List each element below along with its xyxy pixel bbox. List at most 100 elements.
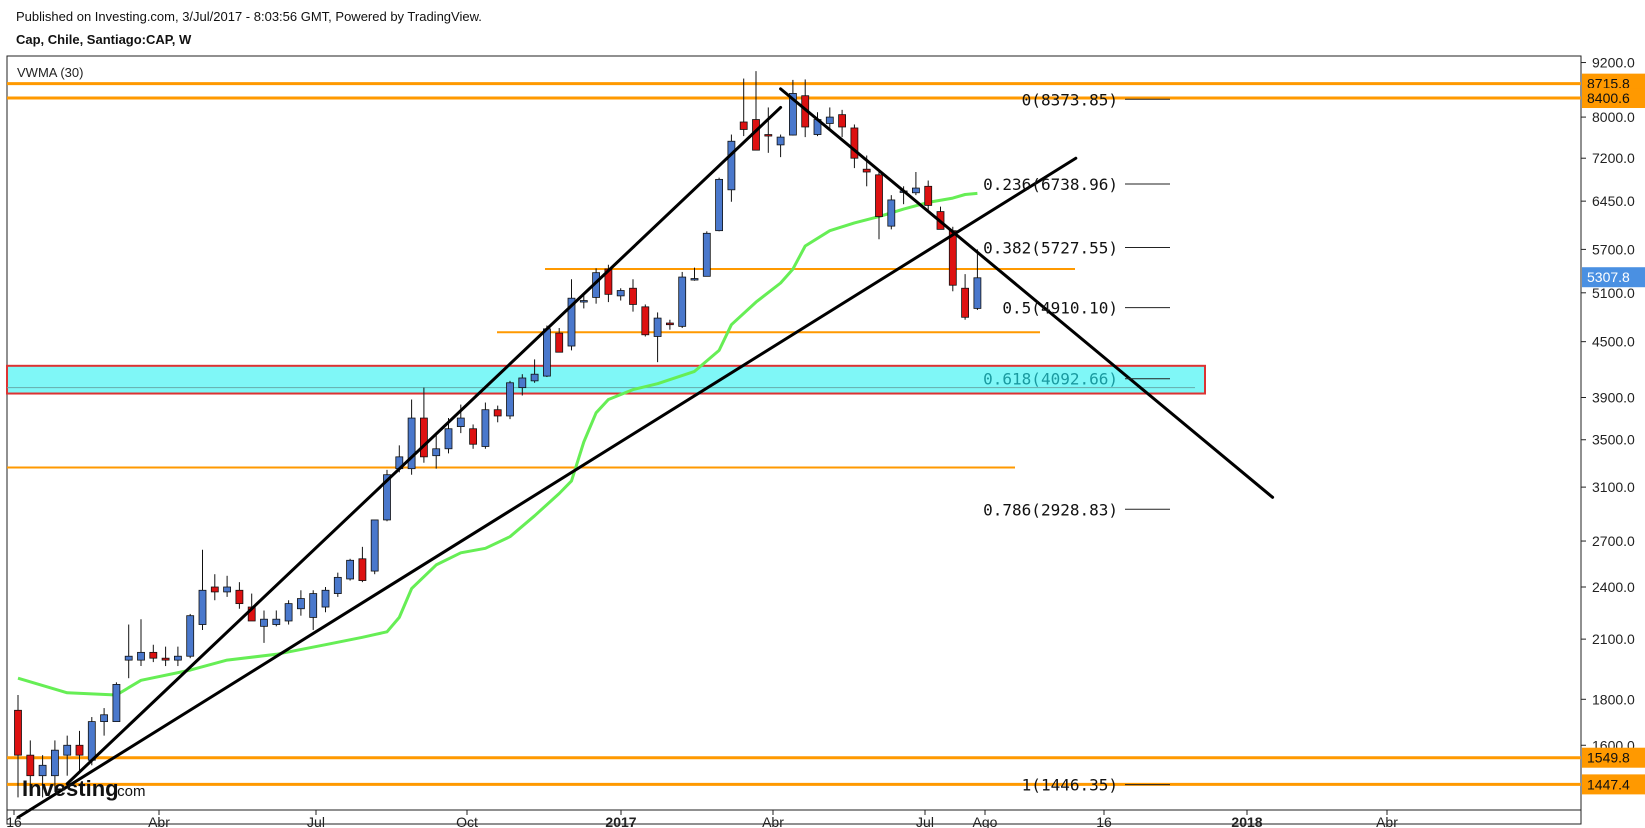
candle[interactable] (493, 405, 502, 423)
candle[interactable] (14, 694, 22, 798)
candle-body (518, 377, 527, 389)
candle[interactable] (789, 79, 797, 136)
candle[interactable] (567, 279, 576, 351)
candle[interactable] (616, 288, 625, 301)
candle[interactable] (161, 646, 170, 667)
candle[interactable] (727, 134, 736, 202)
candle-body (875, 174, 883, 217)
level-price-tag[interactable] (1582, 88, 1645, 109)
candle[interactable] (284, 600, 293, 625)
candle[interactable] (358, 546, 367, 583)
candle[interactable] (407, 399, 416, 475)
candle[interactable] (26, 740, 35, 792)
fib-level-label: 1(1446.35) (1022, 776, 1118, 795)
candle-body (333, 576, 342, 594)
candle[interactable] (186, 613, 195, 659)
candle[interactable] (924, 180, 933, 211)
candle[interactable] (555, 328, 564, 353)
vwma-line[interactable] (17, 191, 978, 697)
candle[interactable] (850, 124, 859, 169)
candle[interactable] (961, 274, 969, 320)
candle[interactable] (875, 169, 883, 240)
last-price-tag[interactable] (1582, 267, 1645, 288)
candle[interactable] (370, 519, 379, 575)
candle[interactable] (432, 433, 441, 469)
candle[interactable] (690, 267, 699, 281)
candle[interactable] (641, 304, 650, 337)
candle[interactable] (346, 558, 355, 581)
candle[interactable] (666, 319, 674, 330)
candle-body (838, 114, 846, 128)
candle-body (14, 709, 22, 756)
candle[interactable] (912, 172, 920, 196)
candle-body (776, 136, 785, 146)
candle[interactable] (469, 424, 478, 449)
candle-body (173, 655, 182, 661)
candle[interactable] (100, 708, 108, 736)
candle[interactable] (715, 177, 723, 232)
candle[interactable] (506, 380, 514, 420)
candle-body (235, 589, 244, 605)
indicator-label[interactable]: VWMA (30) (17, 65, 83, 80)
candle[interactable] (112, 682, 121, 723)
candle[interactable] (481, 402, 490, 449)
candle[interactable] (137, 619, 145, 667)
level-price-tag[interactable] (1582, 747, 1645, 768)
candle[interactable] (223, 575, 232, 597)
candle[interactable] (51, 740, 59, 792)
candle-body (702, 232, 711, 277)
y-tick-label: 8000.0 (1592, 109, 1635, 125)
candle[interactable] (678, 271, 687, 329)
candle[interactable] (653, 312, 662, 363)
candle[interactable] (838, 109, 846, 138)
price-tag-label: 1447.4 (1587, 776, 1630, 792)
candle[interactable] (776, 134, 785, 158)
candle[interactable] (235, 582, 244, 609)
candle[interactable] (198, 549, 207, 630)
candle[interactable] (383, 469, 391, 522)
trendline[interactable] (779, 87, 1275, 499)
y-tick-label: 5700.0 (1592, 241, 1635, 257)
level-price-tag[interactable] (1582, 774, 1645, 795)
candle[interactable] (764, 107, 773, 153)
candle[interactable] (530, 359, 539, 383)
candle[interactable] (321, 587, 330, 613)
candle[interactable] (887, 195, 896, 230)
support-zone[interactable] (6, 364, 1206, 395)
candle-body (641, 306, 650, 336)
y-tick-label: 4500.0 (1592, 334, 1635, 350)
candle-body (948, 230, 957, 286)
candle-body (715, 178, 723, 232)
candle[interactable] (825, 107, 834, 131)
candle-body (87, 721, 96, 761)
trendline[interactable] (65, 105, 783, 786)
candle-body (149, 651, 158, 659)
candle[interactable] (124, 624, 133, 679)
candle[interactable] (38, 755, 47, 798)
candle[interactable] (210, 574, 219, 601)
candle-body (75, 744, 84, 756)
candle[interactable] (75, 730, 84, 771)
candle[interactable] (309, 590, 318, 630)
candle[interactable] (149, 644, 158, 663)
candle-body (186, 615, 195, 657)
candle[interactable] (63, 735, 72, 776)
candle[interactable] (419, 387, 428, 463)
candle-body (961, 287, 969, 318)
candle-body (309, 593, 318, 618)
candle[interactable] (260, 610, 268, 643)
candle[interactable] (296, 590, 305, 616)
candle-body (370, 519, 379, 572)
candle-body (690, 278, 699, 281)
candle[interactable] (973, 249, 982, 311)
candle[interactable] (333, 572, 342, 597)
candle[interactable] (629, 279, 637, 312)
candle[interactable] (518, 374, 527, 396)
watermark-brand: Investing (22, 776, 119, 801)
candle[interactable] (173, 646, 182, 667)
candle[interactable] (702, 231, 711, 277)
candle[interactable] (739, 78, 748, 137)
candle[interactable] (272, 610, 281, 627)
trendline[interactable] (16, 156, 1078, 819)
